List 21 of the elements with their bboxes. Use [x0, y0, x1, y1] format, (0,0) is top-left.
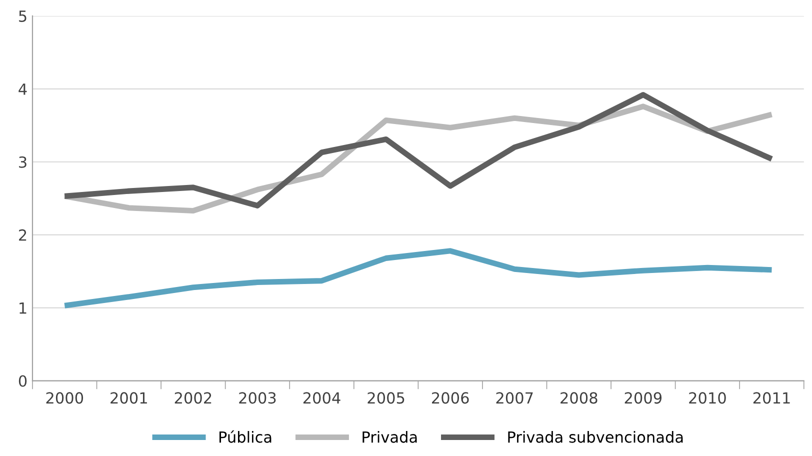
y-tick-label: 4 [18, 84, 27, 95]
x-tick-label: 2000 [46, 392, 84, 404]
legend-label: Privada [362, 430, 417, 443]
x-tick-label: 2005 [368, 392, 404, 404]
x-tick-label: 2002 [174, 392, 212, 404]
x-tick-label: 2010 [689, 392, 726, 404]
y-tick-label: 0 [18, 375, 27, 387]
legend-label: Privada subvencionada [508, 430, 683, 443]
y-tick-label: 1 [20, 302, 26, 314]
y-tick-label: 5 [19, 10, 26, 22]
x-tick-label: 2001 [110, 392, 147, 404]
legend-label: Pública [219, 430, 272, 443]
x-tick-label: 2011 [753, 392, 790, 404]
x-tick-label: 2008 [560, 392, 598, 404]
x-tick-label: 2006 [432, 392, 469, 404]
x-tick-label: 2007 [496, 392, 533, 404]
y-tick-label: 3 [19, 156, 26, 168]
x-tick-label: 2004 [303, 392, 340, 404]
y-tick-label: 2 [19, 229, 26, 241]
x-tick-label: 2003 [239, 392, 276, 404]
x-tick-label: 2009 [624, 392, 662, 404]
